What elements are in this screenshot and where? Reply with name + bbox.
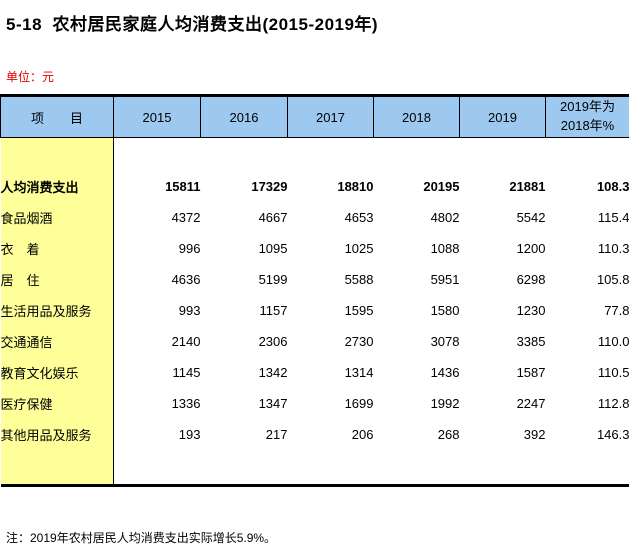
- spacer-cell: [0, 137, 114, 171]
- value-cell: 2730: [344, 333, 374, 349]
- row-label-cell: 食品烟酒: [0, 201, 114, 233]
- row-label-cell: 生活用品及服务: [0, 294, 114, 326]
- value-cell: 5951: [430, 271, 460, 287]
- table-row: 人均消费支出 15811 17329 18810 20195 21881 108…: [0, 170, 629, 202]
- expenditure-table: 项 目 2015 2016 2017 2018 2019 2019年为 2018…: [0, 94, 629, 487]
- ratio-header-line1: 2019年为: [560, 99, 615, 115]
- value-cell: 193: [178, 426, 201, 442]
- table-row: 食品烟酒 4372 4667 4653 4802 5542 115.4: [0, 201, 629, 233]
- value-cell: 1436: [430, 364, 460, 380]
- value-cell: 2247: [516, 395, 546, 411]
- table-row: 交通通信 2140 2306 2730 3078 3385 110.0: [0, 325, 629, 357]
- value-cell: 1595: [344, 302, 374, 318]
- value-cell: 1230: [516, 302, 546, 318]
- value-cell: 1145: [172, 364, 201, 380]
- unit-label: 单位：元: [6, 70, 55, 84]
- value-cell: 1587: [516, 364, 546, 380]
- row-label-cell: 交通通信: [0, 325, 114, 357]
- row-label-cell: 居 住: [0, 263, 114, 295]
- table-row: 医疗保健 1336 1347 1699 1992 2247 112.8: [0, 387, 629, 419]
- spacer-row: [0, 137, 629, 171]
- value-cell: 6298: [516, 271, 546, 287]
- value-cell: 2306: [258, 333, 288, 349]
- row-label-cell: 衣 着: [0, 232, 114, 264]
- spacer-cell: [0, 449, 114, 486]
- value-cell: 1342: [258, 364, 288, 380]
- row-label-cell: 人均消费支出: [0, 170, 114, 202]
- table-row: 居 住 4636 5199 5588 5951 6298 105.8: [0, 263, 629, 295]
- value-cell: 996: [178, 240, 201, 256]
- value-cell: 1314: [344, 364, 374, 380]
- value-cell: 110.0: [597, 333, 629, 349]
- value-cell: 4667: [258, 209, 288, 225]
- table-row: 教育文化娱乐 1145 1342 1314 1436 1587 110.5: [0, 356, 629, 388]
- row-label-cell: 医疗保健: [0, 387, 114, 419]
- value-cell: 1200: [516, 240, 546, 256]
- stub-header-cell: 项 目: [0, 95, 114, 138]
- row-label-cell: 其他用品及服务: [0, 418, 114, 450]
- value-cell: 1025: [344, 240, 374, 256]
- page-title: 5-18 农村居民家庭人均消费支出(2015-2019年): [6, 15, 379, 34]
- year-header-cell: 2019: [459, 95, 546, 138]
- value-cell: 268: [437, 426, 460, 442]
- value-cell: 110.3: [597, 240, 629, 256]
- value-cell: 112.8: [597, 395, 629, 411]
- value-cell: 1992: [430, 395, 460, 411]
- value-cell: 4636: [171, 271, 201, 287]
- value-cell: 108.3: [596, 178, 629, 194]
- value-cell: 1699: [344, 395, 374, 411]
- value-cell: 115.4: [597, 209, 629, 225]
- value-cell: 17329: [251, 178, 288, 194]
- value-cell: 110.5: [597, 364, 629, 380]
- value-cell: 4802: [430, 209, 460, 225]
- value-cell: 5588: [344, 271, 374, 287]
- value-cell: 21881: [509, 178, 546, 194]
- value-cell: 146.3: [596, 426, 629, 442]
- value-cell: 4653: [344, 209, 374, 225]
- table-row: 衣 着 996 1095 1025 1088 1200 110.3: [0, 232, 629, 264]
- year-header-cell: 2015: [113, 95, 201, 138]
- year-header-cell: 2016: [200, 95, 288, 138]
- year-header-cell: 2017: [287, 95, 374, 138]
- value-cell: 1157: [259, 302, 288, 318]
- table-row: 其他用品及服务 193 217 206 268 392 146.3: [0, 418, 629, 450]
- ratio-header-line2: 2018年%: [560, 118, 615, 133]
- value-cell: 1095: [258, 240, 288, 256]
- value-cell: 15811: [165, 178, 201, 194]
- table-header-row: 项 目 2015 2016 2017 2018 2019 2019年为 2018…: [0, 95, 629, 138]
- value-cell: 1580: [430, 302, 460, 318]
- value-cell: 5199: [258, 271, 288, 287]
- spacer-cell: [114, 450, 629, 486]
- spacer-row: [0, 449, 629, 486]
- value-cell: 1336: [171, 395, 201, 411]
- value-cell: 3385: [516, 333, 546, 349]
- value-cell: 1347: [258, 395, 288, 411]
- value-cell: 5542: [516, 209, 546, 225]
- value-cell: 4372: [171, 209, 201, 225]
- value-cell: 217: [265, 426, 288, 442]
- value-cell: 3078: [430, 333, 460, 349]
- value-cell: 392: [523, 426, 546, 442]
- value-cell: 993: [178, 302, 201, 318]
- footnote: 注：2019年农村居民人均消费支出实际增长5.9%。: [6, 531, 277, 545]
- year-header-cell: 2018: [373, 95, 460, 138]
- value-cell: 18810: [337, 178, 374, 194]
- row-label-cell: 教育文化娱乐: [0, 356, 114, 388]
- value-cell: 20195: [423, 178, 460, 194]
- value-cell: 206: [351, 426, 374, 442]
- spacer-cell: [114, 138, 629, 171]
- ratio-header-cell: 2019年为 2018年%: [545, 95, 629, 138]
- table-row: 生活用品及服务 993 1157 1595 1580 1230 77.8: [0, 294, 629, 326]
- value-cell: 1088: [430, 240, 460, 256]
- value-cell: 2140: [171, 333, 201, 349]
- value-cell: 77.8: [604, 302, 629, 318]
- value-cell: 105.8: [596, 271, 629, 287]
